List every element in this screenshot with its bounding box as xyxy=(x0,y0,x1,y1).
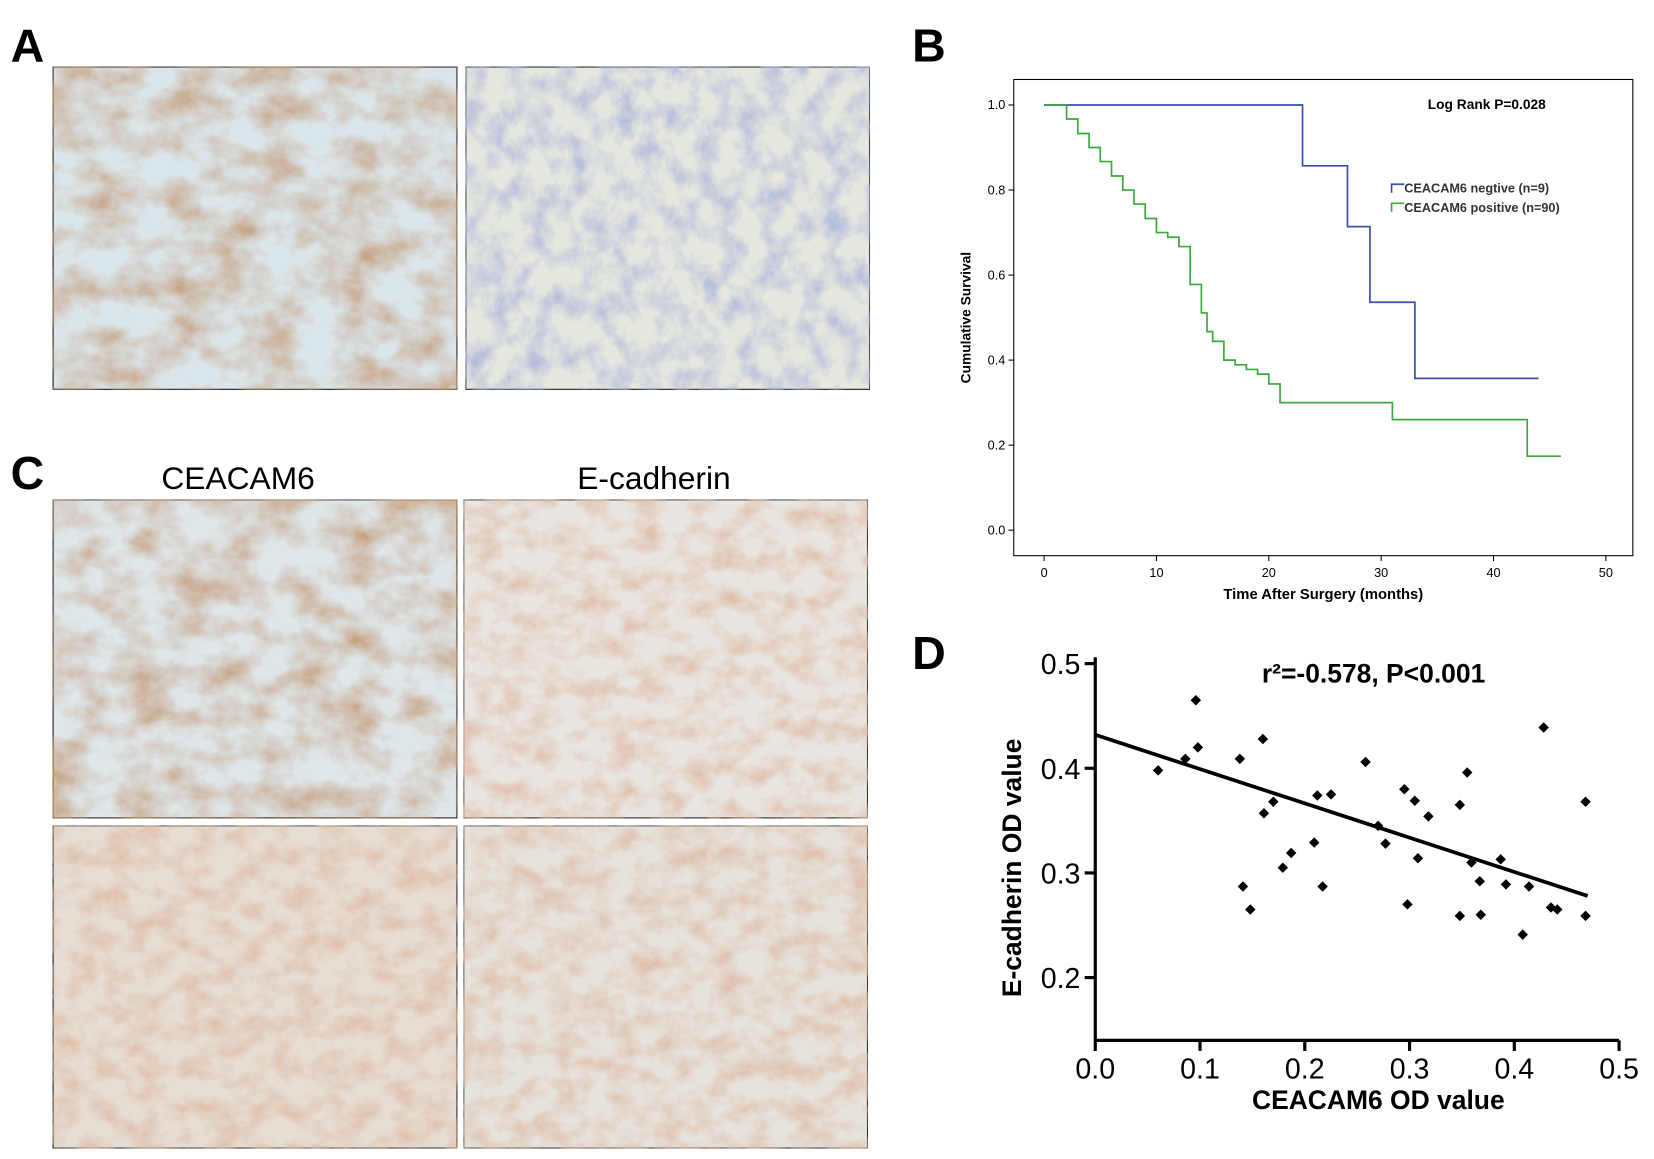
point xyxy=(1517,929,1528,940)
x-tick-label: 0.1 xyxy=(1180,1053,1220,1085)
point xyxy=(1308,837,1320,848)
micrograph xyxy=(462,824,869,1150)
panel-label: A xyxy=(11,20,45,72)
micrograph xyxy=(52,824,458,1150)
point xyxy=(1412,853,1424,864)
y-tick-label: 0.0 xyxy=(988,523,1006,537)
legend-label: CEACAM6 negtive (n=9) xyxy=(1404,182,1549,196)
x-axis-label: Time After Surgery (months) xyxy=(1223,587,1423,603)
panel-label: C xyxy=(11,447,45,499)
point xyxy=(1580,796,1591,807)
x-tick-label: 20 xyxy=(1262,566,1276,580)
y-tick-label: 0.6 xyxy=(988,268,1006,282)
x-tick-label: 30 xyxy=(1374,566,1388,580)
point xyxy=(1409,795,1421,806)
legend-label: CEACAM6 positive (n=90) xyxy=(1404,201,1559,215)
y-axis-label: Cumulative Survival xyxy=(958,252,973,383)
micrograph xyxy=(464,65,871,391)
micrograph xyxy=(462,498,869,819)
y-tick-label: 0.2 xyxy=(1041,963,1081,995)
x-tick-label: 0.3 xyxy=(1390,1053,1430,1085)
point xyxy=(1399,783,1410,795)
point xyxy=(1475,909,1487,921)
annotation: Log Rank P=0.028 xyxy=(1428,97,1546,112)
y-tick-label: 0.4 xyxy=(988,353,1006,367)
point xyxy=(1325,789,1337,800)
point xyxy=(1580,910,1591,922)
y-tick-label: 0.3 xyxy=(1041,859,1081,891)
y-tick-label: 0.5 xyxy=(1041,649,1081,681)
micrograph xyxy=(52,498,458,819)
point xyxy=(1461,767,1473,778)
point xyxy=(1190,695,1202,706)
point xyxy=(1258,808,1270,819)
point xyxy=(1257,733,1269,745)
x-axis-label: CEACAM6 OD value xyxy=(1252,1085,1505,1115)
panel-label: B xyxy=(912,20,946,72)
x-tick-label: 0.0 xyxy=(1075,1053,1115,1085)
point xyxy=(1360,756,1371,768)
plot-frame xyxy=(1013,78,1634,557)
point xyxy=(1372,820,1384,832)
point xyxy=(1245,904,1256,915)
y-tick-label: 0.8 xyxy=(988,183,1006,197)
x-tick-label: 0.5 xyxy=(1599,1053,1639,1085)
x-tick-label: 0.2 xyxy=(1285,1053,1325,1085)
point xyxy=(1538,722,1549,733)
panel-label: D xyxy=(912,627,946,679)
point xyxy=(1268,796,1279,807)
point xyxy=(1152,765,1164,776)
point xyxy=(1180,753,1191,765)
column-label: E-cadherin xyxy=(577,460,730,496)
legend-symbol xyxy=(1390,202,1405,212)
x-tick-label: 50 xyxy=(1599,566,1613,580)
y-tick-label: 0.4 xyxy=(1041,754,1081,786)
fit-line xyxy=(1094,733,1589,898)
x-tick-label: 10 xyxy=(1149,566,1163,580)
point xyxy=(1466,857,1477,868)
x-tick-label: 0.4 xyxy=(1494,1053,1534,1085)
point xyxy=(1495,854,1506,865)
y-axis-label: E-cadherin OD value xyxy=(997,739,1027,998)
point xyxy=(1312,790,1323,801)
x-tick-label: 0 xyxy=(1041,566,1048,580)
legend-symbol xyxy=(1390,183,1405,193)
y-tick-label: 1.0 xyxy=(988,98,1006,112)
point xyxy=(1237,881,1249,892)
column-label: CEACAM6 xyxy=(161,460,314,496)
point xyxy=(1402,899,1413,910)
y-tick-label: 0.2 xyxy=(988,438,1006,452)
point xyxy=(1285,847,1297,859)
point xyxy=(1500,879,1512,890)
chart-title: r²=-0.578, P<0.001 xyxy=(1262,659,1485,689)
micrograph xyxy=(52,65,458,391)
point xyxy=(1277,862,1289,873)
x-tick-label: 40 xyxy=(1486,566,1500,580)
point xyxy=(1523,881,1535,892)
point xyxy=(1317,881,1328,892)
point xyxy=(1234,753,1246,765)
point xyxy=(1192,742,1204,753)
point xyxy=(1454,799,1466,811)
point xyxy=(1380,838,1391,849)
point xyxy=(1454,910,1466,922)
survival-curve xyxy=(1044,104,1561,458)
survival-curve xyxy=(1044,104,1539,380)
point xyxy=(1474,876,1485,887)
point xyxy=(1423,811,1434,822)
